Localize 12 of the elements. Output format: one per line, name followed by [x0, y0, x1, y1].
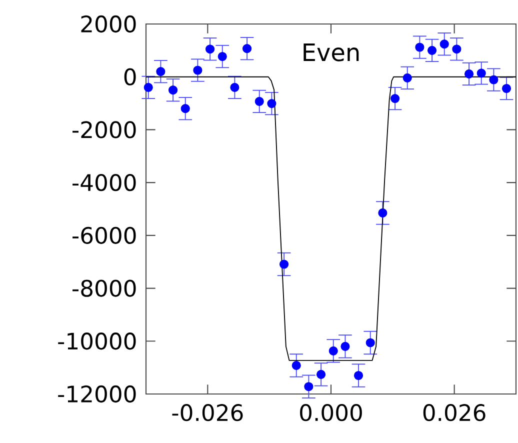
annotation: Even: [304, 44, 359, 62]
y-tick-label: -2000: [72, 121, 136, 138]
y-tick-label: -4000: [72, 174, 136, 192]
y-tick-label: -8000: [72, 280, 136, 297]
y-tick-label: -12000: [58, 385, 136, 403]
x-tick-label: -0.026: [172, 404, 243, 422]
y-tick-label: -10000: [58, 332, 136, 350]
x-tick-label: 0.000: [300, 404, 362, 422]
y-tick-label: 2000: [81, 15, 136, 33]
x-tick-label: 0.026: [423, 404, 486, 422]
y-tick-label: -6000: [72, 226, 136, 244]
y-tick-label: 0: [124, 68, 136, 86]
